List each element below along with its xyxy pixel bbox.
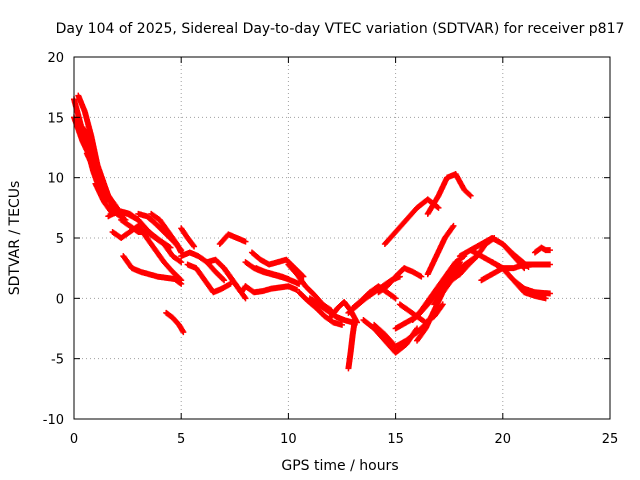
point-markers <box>83 150 125 217</box>
x-tick-label: 0 <box>70 432 78 447</box>
series-track-au <box>499 241 532 270</box>
x-axis-label: GPS time / hours <box>281 458 398 474</box>
y-tick-label: 15 <box>47 111 64 126</box>
point-markers <box>409 253 468 324</box>
chart-title: Day 104 of 2025, Sidereal Day-to-day VTE… <box>56 21 625 37</box>
data-points <box>71 92 553 372</box>
point-markers <box>375 265 425 296</box>
series-track-an <box>424 222 457 278</box>
x-tick-label: 15 <box>387 432 404 447</box>
x-tick-label: 10 <box>280 432 297 447</box>
series-track-ad <box>349 283 399 311</box>
series-track-h <box>109 222 185 284</box>
series-track-ae <box>375 265 425 296</box>
point-markers <box>439 235 498 292</box>
axis-ticks <box>73 56 611 420</box>
y-tick-label: 0 <box>56 292 64 307</box>
series-track-y <box>296 289 345 328</box>
y-tick-label: 20 <box>47 51 64 66</box>
point-markers <box>253 265 303 287</box>
point-markers <box>499 241 532 270</box>
y-tick-label: -5 <box>51 353 64 368</box>
point-markers <box>371 319 431 350</box>
y-tick-label: -10 <box>43 413 64 428</box>
series-track-ag <box>424 171 474 217</box>
series-track-i <box>118 216 185 266</box>
point-markers <box>349 283 399 311</box>
point-markers <box>221 265 249 296</box>
y-tick-labels: -10 -5 0 5 10 15 20 <box>43 51 64 428</box>
point-markers <box>296 289 345 328</box>
series-track-ab <box>345 317 358 372</box>
series-track-ai <box>371 319 431 350</box>
series-track-v <box>242 283 300 296</box>
grid-lines <box>74 57 610 419</box>
series-track-al <box>409 253 468 324</box>
series-track-s <box>221 265 249 296</box>
y-tick-label: 5 <box>56 232 64 247</box>
point-markers <box>242 283 300 296</box>
series-track-r <box>216 231 249 248</box>
series-track-l <box>120 253 185 287</box>
point-markers <box>178 225 198 250</box>
point-markers <box>216 231 249 248</box>
x-tick-label: 5 <box>177 432 185 447</box>
point-markers <box>148 210 185 256</box>
series-track-n <box>178 225 198 250</box>
point-markers <box>424 171 474 217</box>
point-markers <box>118 216 185 266</box>
point-markers <box>424 222 457 278</box>
x-tick-labels: 0 5 10 15 20 25 <box>70 432 618 447</box>
series-track-d <box>81 126 129 223</box>
series-track-m <box>163 309 187 336</box>
x-tick-label: 20 <box>495 432 512 447</box>
series-track-w <box>253 265 303 287</box>
point-markers <box>120 253 185 287</box>
series-track-at <box>489 259 549 302</box>
point-markers <box>489 259 549 302</box>
point-markers <box>345 317 358 372</box>
y-tick-label: 10 <box>47 172 64 187</box>
series-track-ap <box>439 235 498 292</box>
point-markers <box>184 261 234 296</box>
point-markers <box>531 244 553 256</box>
point-markers <box>163 309 187 336</box>
series-track-p <box>184 261 234 296</box>
series-track-av <box>531 244 553 256</box>
x-tick-label: 25 <box>602 432 619 447</box>
point-markers <box>109 222 185 284</box>
series-track-k <box>148 210 185 256</box>
y-axis-label: SDTVAR / TECUs <box>7 181 23 296</box>
series-track-e <box>83 150 125 217</box>
point-markers <box>81 126 129 223</box>
